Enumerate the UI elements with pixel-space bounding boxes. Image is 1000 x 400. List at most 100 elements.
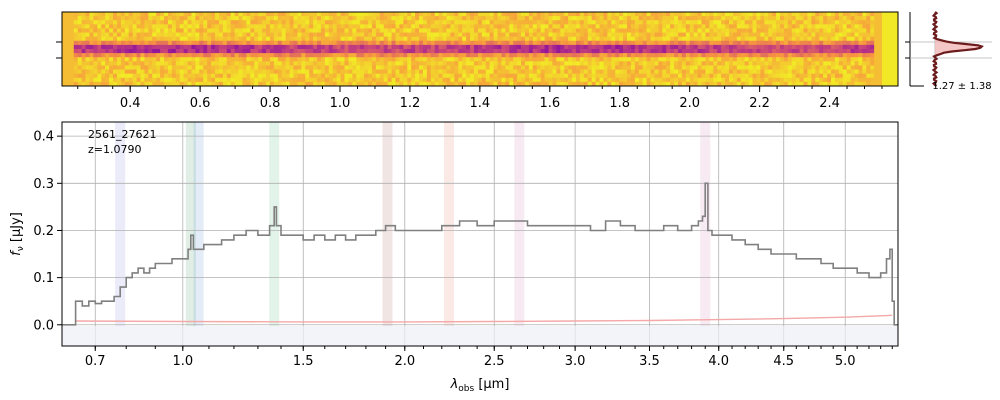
heatmap-cell (89, 69, 94, 75)
heatmap-cell (728, 32, 734, 38)
heatmap-cell (744, 65, 749, 70)
y-tick-label: 0.0 (33, 318, 54, 333)
heatmap-cell (101, 36, 106, 42)
heatmap-cell (646, 57, 651, 62)
heatmap-cell (846, 40, 852, 46)
heatmap-cell (803, 65, 808, 70)
heatmap-cell (646, 32, 651, 38)
heatmap-cell (838, 73, 844, 79)
heatmap-cell (136, 65, 141, 70)
heatmap-cell (717, 24, 722, 29)
heatmap-cell (317, 12, 322, 17)
heatmap-cell (666, 32, 671, 38)
heatmap-cell (681, 40, 687, 46)
heatmap-cell (97, 49, 102, 54)
heatmap-cell (587, 69, 593, 75)
heatmap-cell (438, 44, 443, 50)
heatmap-cell (391, 24, 396, 29)
heatmap-cell (591, 49, 596, 54)
heatmap-cell (364, 20, 369, 25)
heatmap-cell (866, 12, 871, 17)
heatmap-cell (454, 32, 459, 38)
heatmap-cell (870, 61, 875, 66)
heatmap-cell (164, 77, 169, 83)
heatmap-cell (540, 61, 545, 66)
heatmap-cell (736, 44, 742, 50)
heatmap-cell (297, 44, 302, 50)
heatmap-cell (152, 32, 157, 38)
heatmap-cell (222, 36, 228, 42)
heatmap-cell (454, 73, 459, 79)
heatmap-cell (379, 73, 385, 79)
heatmap-cell (626, 32, 632, 38)
heatmap-cell (242, 77, 247, 83)
heatmap-cell (858, 53, 863, 58)
heatmap-cell (105, 61, 110, 66)
heatmap-cell (450, 32, 455, 38)
heatmap-cell (532, 61, 538, 66)
heatmap-cell (662, 12, 667, 17)
heatmap-cell (211, 73, 216, 79)
heatmap-cell (470, 69, 475, 75)
heatmap-cell (462, 69, 467, 75)
heatmap-cell (317, 81, 322, 87)
heatmap-cell (791, 36, 797, 42)
heatmap-cell (124, 57, 130, 62)
heatmap-cell (544, 49, 549, 54)
heatmap-cell (450, 81, 455, 87)
heatmap-cell (591, 36, 596, 42)
heatmap-cell (827, 73, 832, 79)
heatmap-cell (160, 16, 165, 21)
heatmap-cell (97, 36, 102, 42)
heatmap-cell (136, 36, 141, 42)
heatmap-cell (599, 40, 604, 46)
heatmap-cell (328, 40, 334, 46)
heatmap-cell (803, 32, 808, 38)
heatmap-cell (552, 32, 557, 38)
heatmap-cell (289, 16, 294, 21)
heatmap-cell (532, 16, 538, 21)
heatmap-cell (85, 69, 90, 75)
heatmap-cell (450, 77, 455, 83)
heatmap-cell (203, 44, 208, 50)
heatmap-cell (815, 28, 820, 33)
heatmap-cell (152, 65, 157, 70)
heatmap-cell (81, 69, 86, 75)
heatmap-cell (725, 32, 730, 38)
heatmap-cell (109, 73, 114, 79)
heatmap-cell (623, 57, 628, 62)
heatmap-cell (171, 12, 177, 17)
heatmap-cell (524, 57, 530, 62)
heatmap-cell (721, 77, 726, 83)
heatmap-cell (866, 49, 871, 54)
heatmap-cell (183, 77, 188, 83)
heatmap-cell (375, 40, 381, 46)
heatmap-cell (544, 53, 549, 58)
heatmap-cell (391, 81, 396, 87)
heatmap-cell (834, 12, 840, 17)
heatmap-cell (77, 44, 83, 50)
heatmap-cell (489, 16, 494, 21)
heatmap-cell (513, 32, 518, 38)
heatmap-cell (277, 57, 283, 62)
heatmap-cell (772, 24, 777, 29)
heatmap-cell (426, 53, 432, 58)
heatmap-cell (113, 53, 118, 58)
heatmap-cell (422, 12, 428, 17)
heatmap-cell (387, 28, 392, 33)
heatmap-cell (297, 57, 302, 62)
y-tick-label: 0.3 (33, 177, 54, 192)
heatmap-cell (128, 16, 134, 21)
heatmap-cell (258, 57, 263, 62)
heatmap-cell (215, 73, 220, 79)
heatmap-cell (701, 73, 706, 79)
heatmap-cell (144, 77, 149, 83)
heatmap-cell (858, 24, 863, 29)
heatmap-cell (368, 40, 373, 46)
heatmap-cell (485, 65, 491, 70)
heatmap-cell (281, 53, 287, 58)
heatmap-cell (654, 40, 659, 46)
heatmap-cell (226, 65, 232, 70)
heatmap-cell (823, 77, 828, 83)
heatmap-cell (426, 49, 432, 54)
